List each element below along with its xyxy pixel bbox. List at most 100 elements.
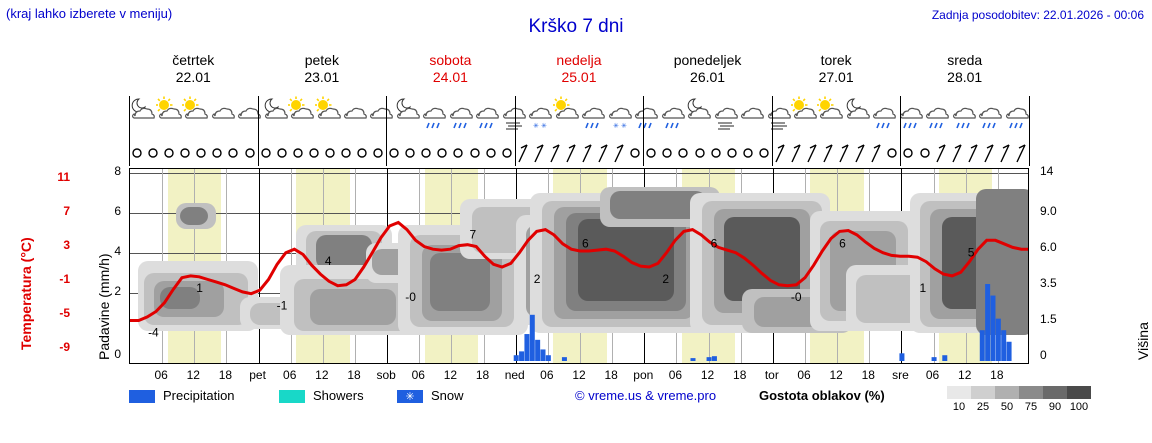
weather-icon-cloud-rain [420,96,447,130]
x-tick: 12 [958,368,972,382]
precip-bar [524,334,530,361]
wind-barb-icon [563,142,579,164]
weather-icon-cloud-rain [473,96,500,130]
day-name: ponedeljek [673,52,742,68]
day-separator [900,96,902,166]
wind-barb-icon [547,142,563,164]
location-note: (kraj lahko izberete v meniju) [6,6,173,21]
temperature-axis-label: Temperatura (°C) [18,237,34,350]
weather-icon-cloud-snow: ✳ ✳ [526,96,553,130]
day-name: nedelja [556,52,602,68]
wind-calm-icon [900,142,916,164]
temperature-value-label: 6 [839,236,846,250]
weather-icon-cloud-rain [579,96,606,130]
day-separator [1029,96,1030,166]
temperature-value-label: 6 [582,236,589,250]
wind-calm-icon [193,142,209,164]
wind-calm-icon [917,142,933,164]
weather-icon-moon-cloud [129,96,156,130]
temp-tick: 7 [63,204,70,218]
wind-calm-icon [209,142,225,164]
precip-bar [1001,330,1007,361]
weather-icon-cloud-fog [765,96,791,130]
day-header-5: ponedeljek 26.01 [643,52,772,96]
temp-tick: 11 [57,170,70,184]
precipitation-bars [513,284,1012,361]
precip-bar [540,349,546,361]
x-tick: 18 [733,368,747,382]
wind-barb-icon [788,142,804,164]
wind-calm-icon [692,142,708,164]
wind-calm-icon [242,142,258,164]
wind-calm-icon [499,142,515,164]
wind-calm-icon [467,142,483,164]
wind-calm-icon [258,142,274,164]
wind-calm-icon [724,142,740,164]
day-date: 22.01 [175,69,211,85]
cloud-blob [430,253,490,311]
day-header-2: petek 23.01 [258,52,387,96]
x-tick: 18 [475,368,490,382]
precip-bar [995,318,1001,361]
cloud-tick: 1.5 [1040,312,1057,326]
x-tick: 18 [218,368,233,382]
wind-calm-icon [659,142,675,164]
density-swatch [947,386,971,399]
x-tick: tor [764,368,779,382]
weather-icon-sun-cloud [314,96,341,130]
wind-barb-icon [515,142,531,164]
x-tick: pet [249,368,266,382]
wind-calm-icon [386,142,402,164]
wind-calm-icon [450,142,466,164]
temp-tick: -5 [59,306,70,320]
cloud-blob [316,235,372,269]
temperature-value-label: 2 [534,272,541,286]
weather-icon-cloud-rain [923,96,950,130]
cloud-height-axis-label: Višina oblakov (km) [1135,312,1152,360]
x-tick: 12 [700,368,715,382]
precip-tick: 0 [114,347,121,361]
temp-tick: -1 [59,272,70,286]
temp-tick: -9 [59,340,70,354]
weather-icon-cloud [738,96,764,130]
wind-calm-icon [338,142,354,164]
wind-calm-icon [370,142,386,164]
day-date: 23.01 [304,69,340,85]
x-tick: 12 [186,368,200,382]
weather-icon-cloud-rain [632,96,659,130]
weather-icon-cloud-rain [447,96,473,130]
wind-barb-icon [579,142,595,164]
cloud-density-layer [138,187,1028,335]
precip-bar [690,358,696,361]
x-tick: 06 [411,368,425,382]
temperature-value-label: -0 [791,290,802,304]
density-value: 25 [976,401,990,413]
weather-icon-moon [844,96,870,130]
legend-snow: Snow [431,388,464,403]
day-separator [257,96,259,166]
weather-icon-cloud-rain [950,96,976,130]
temperature-value-label: 4 [325,254,332,268]
density-swatch [1019,386,1043,399]
wind-barb-icon [804,142,820,164]
day-separator [386,96,388,166]
weather-icon-cloud-fog [500,96,526,130]
wind-symbol-row [129,140,1029,166]
wind-barb-icon [531,142,547,164]
density-swatch [1067,386,1091,399]
temperature-value-label: 2 [662,272,669,286]
day-date: 26.01 [690,69,726,85]
weather-icon-cloud [209,96,235,130]
cloud-blob [856,275,922,323]
weather-icon-cloud-snow: ✳ ✳ [606,96,632,130]
wind-calm-icon [225,142,241,164]
gridline-h [130,173,1028,174]
wind-calm-icon [274,142,290,164]
weather-icon-cloud [367,96,394,130]
x-tick: sob [376,368,396,382]
day-separator [643,96,645,166]
wind-calm-icon [354,142,370,164]
temperature-value-label: -0 [405,290,416,304]
day-separator [129,96,130,166]
weather-icon-cloud [341,96,367,130]
